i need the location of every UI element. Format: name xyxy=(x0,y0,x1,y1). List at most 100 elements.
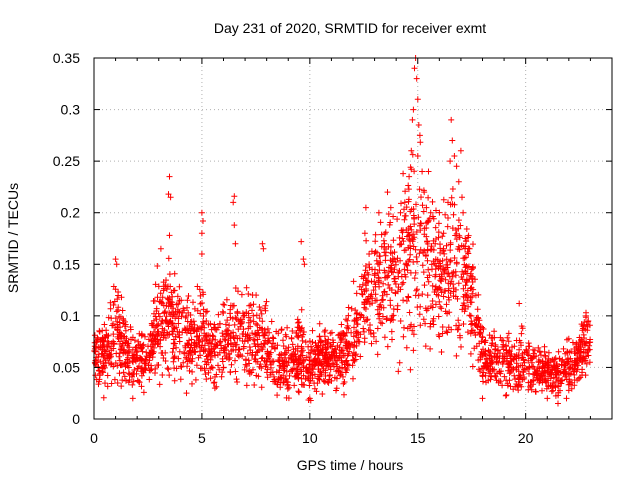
data-point xyxy=(199,342,205,349)
data-point xyxy=(260,245,267,252)
data-point xyxy=(125,379,132,386)
data-point xyxy=(417,303,424,310)
data-point xyxy=(235,346,242,353)
data-point xyxy=(378,243,385,250)
data-point xyxy=(499,382,506,389)
data-point xyxy=(227,340,234,347)
data-point xyxy=(469,293,475,300)
data-point xyxy=(381,249,388,256)
data-point xyxy=(470,265,476,272)
data-point xyxy=(238,291,245,298)
data-point xyxy=(424,257,431,264)
y-tick-label: 0.1 xyxy=(61,308,81,324)
data-point xyxy=(245,291,252,297)
data-point xyxy=(295,356,302,363)
data-point xyxy=(167,283,174,290)
data-point xyxy=(327,356,334,362)
data-point xyxy=(439,330,446,337)
data-point xyxy=(405,196,412,203)
data-point xyxy=(429,282,436,289)
data-point xyxy=(368,340,375,347)
data-point xyxy=(425,278,432,285)
data-point xyxy=(102,380,108,387)
data-point xyxy=(261,332,268,339)
data-point xyxy=(154,263,161,269)
data-point xyxy=(384,343,391,350)
data-point xyxy=(535,344,542,351)
data-point xyxy=(184,318,191,325)
data-point xyxy=(366,261,373,268)
data-point xyxy=(200,318,206,325)
data-point xyxy=(571,357,578,364)
data-point xyxy=(184,363,191,370)
data-point xyxy=(102,357,109,364)
data-point xyxy=(427,320,434,327)
data-point xyxy=(437,277,444,284)
data-point xyxy=(398,200,404,207)
data-point xyxy=(99,368,106,375)
data-point xyxy=(397,318,404,324)
data-point xyxy=(306,365,313,372)
data-point xyxy=(557,387,563,394)
data-point xyxy=(194,307,201,314)
data-point xyxy=(432,240,439,247)
data-point xyxy=(320,365,327,372)
data-point xyxy=(163,286,170,293)
data-point xyxy=(401,324,407,331)
data-point xyxy=(338,321,345,328)
data-point xyxy=(582,349,589,356)
data-point xyxy=(421,247,428,254)
data-point xyxy=(298,368,305,375)
data-point xyxy=(189,323,196,330)
data-point xyxy=(305,375,312,381)
data-point xyxy=(577,337,584,344)
data-point xyxy=(102,348,109,355)
data-point xyxy=(362,275,369,282)
data-point xyxy=(420,269,427,276)
data-point xyxy=(245,357,252,364)
data-point xyxy=(331,363,337,370)
data-point xyxy=(116,357,123,364)
data-point xyxy=(163,313,170,320)
data-point xyxy=(148,337,155,344)
data-point xyxy=(372,248,379,255)
data-point xyxy=(574,366,581,373)
data-point xyxy=(243,309,250,316)
data-point xyxy=(374,351,381,358)
data-point xyxy=(258,365,265,372)
data-point xyxy=(300,357,307,364)
data-point xyxy=(95,336,101,342)
data-point xyxy=(468,321,475,328)
data-point xyxy=(288,356,295,363)
data-point xyxy=(209,364,216,371)
data-point xyxy=(504,380,511,387)
data-point xyxy=(518,330,525,337)
data-point xyxy=(368,278,375,285)
data-point xyxy=(122,349,129,356)
data-point xyxy=(119,361,125,368)
data-point xyxy=(451,153,458,159)
data-point xyxy=(455,178,462,185)
data-point xyxy=(419,168,426,175)
data-point xyxy=(427,345,434,352)
data-point xyxy=(407,366,414,373)
chart-title: Day 231 of 2020, SRMTID for receiver exm… xyxy=(214,20,486,36)
data-point xyxy=(269,369,276,376)
data-point xyxy=(385,272,392,279)
data-point xyxy=(389,336,395,343)
data-point xyxy=(261,357,268,364)
data-point xyxy=(143,353,150,360)
data-point xyxy=(152,331,159,338)
data-point xyxy=(321,333,328,340)
data-point xyxy=(249,351,256,358)
data-point xyxy=(559,356,566,363)
data-point xyxy=(447,257,454,264)
data-point xyxy=(254,358,261,365)
data-point xyxy=(435,313,442,320)
data-point xyxy=(506,377,513,384)
data-point xyxy=(504,334,511,341)
data-point xyxy=(452,293,459,300)
data-point xyxy=(266,354,273,360)
data-point xyxy=(424,274,431,281)
data-point xyxy=(108,361,115,368)
